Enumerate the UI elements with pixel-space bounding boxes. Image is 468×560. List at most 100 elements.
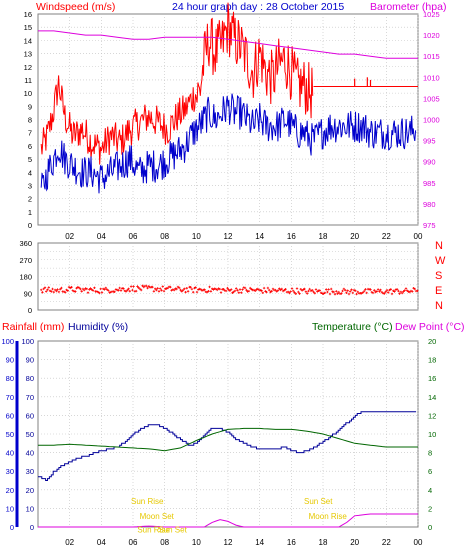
rain-y-tick-label: 40 bbox=[6, 449, 14, 458]
rain-y-tick-label: 100 bbox=[1, 337, 14, 346]
baro-y-tick-label: 1000 bbox=[423, 116, 440, 125]
astro-annotation: Sun Set bbox=[304, 497, 333, 506]
wind-y-tick-label: 16 bbox=[24, 10, 32, 19]
wind-x-tick-label: 02 bbox=[65, 232, 74, 241]
wind-y-tick-label: 0 bbox=[28, 221, 32, 230]
baro-y-tick-label: 1020 bbox=[423, 31, 440, 40]
rain-y-tick-label: 30 bbox=[6, 467, 14, 476]
wind-y-tick-label: 5 bbox=[28, 155, 32, 164]
dir-y-tick-label: 270 bbox=[19, 256, 32, 265]
temp-y-tick-label: 14 bbox=[428, 393, 436, 402]
baro-y-tick-label: 995 bbox=[423, 137, 436, 146]
rain-y-tick-label: 80 bbox=[6, 374, 14, 383]
temp-y-tick-label: 8 bbox=[428, 449, 432, 458]
wind-x-tick-label: 14 bbox=[255, 232, 264, 241]
humidity-y-tick-label: 50 bbox=[26, 430, 34, 439]
barometer-series-line bbox=[38, 30, 418, 59]
humidity-y-tick-label: 30 bbox=[26, 467, 34, 476]
rain-y-tick-label: 90 bbox=[6, 356, 14, 365]
rain-y-tick-label: 70 bbox=[6, 393, 14, 402]
wind-y-tick-label: 1 bbox=[28, 208, 32, 217]
humidity-y-tick-label: 100 bbox=[21, 337, 34, 346]
dir-compass-label: N bbox=[435, 240, 443, 252]
wind-gust-series-line bbox=[40, 2, 314, 165]
baro-y-tick-label: 985 bbox=[423, 179, 436, 188]
temperature-axis-label: Temperature (°C) bbox=[312, 321, 393, 333]
astro-annotation: Sun Rise bbox=[131, 497, 164, 506]
temp-y-tick-label: 10 bbox=[428, 430, 436, 439]
wind-x-tick-label: 08 bbox=[160, 232, 169, 241]
barometer-axis-label: Barometer (hpa) bbox=[370, 1, 446, 13]
rain-y-tick-label: 10 bbox=[6, 504, 14, 513]
wind-x-tick-label: 04 bbox=[97, 232, 106, 241]
dewpoint-axis-label: Dew Point (°C) bbox=[395, 321, 465, 333]
temp-y-tick-label: 12 bbox=[428, 411, 436, 420]
humidity-y-tick-label: 60 bbox=[26, 411, 34, 420]
th-x-tick-label: 06 bbox=[129, 538, 138, 547]
dir-compass-label: N bbox=[435, 300, 443, 312]
rain-y-tick-label: 0 bbox=[10, 523, 14, 532]
dir-compass-label: W bbox=[435, 255, 446, 267]
wind-y-tick-label: 4 bbox=[28, 168, 32, 177]
baro-y-tick-label: 1025 bbox=[423, 10, 440, 19]
wind-y-tick-label: 12 bbox=[24, 63, 32, 72]
wind-x-tick-label: 00 bbox=[414, 232, 423, 241]
rain-y-tick-label: 60 bbox=[6, 411, 14, 420]
th-x-tick-label: 14 bbox=[255, 538, 264, 547]
th-x-tick-label: 04 bbox=[97, 538, 106, 547]
humidity-series-line bbox=[38, 411, 417, 481]
wind-y-tick-label: 6 bbox=[28, 142, 32, 151]
wind-y-tick-label: 14 bbox=[24, 36, 32, 45]
th-x-tick-label: 02 bbox=[65, 538, 74, 547]
wind-y-tick-label: 13 bbox=[24, 50, 32, 59]
th-x-tick-label: 00 bbox=[414, 538, 423, 547]
humidity-y-tick-label: 40 bbox=[26, 449, 34, 458]
baro-y-tick-label: 990 bbox=[423, 158, 436, 167]
temp-y-tick-label: 6 bbox=[428, 467, 432, 476]
astro-annotation: Sun Rise bbox=[137, 526, 170, 535]
th-x-tick-label: 18 bbox=[319, 538, 328, 547]
wind-y-tick-label: 8 bbox=[28, 116, 32, 125]
th-x-tick-label: 12 bbox=[224, 538, 233, 547]
astro-annotation: Moon Set bbox=[140, 512, 175, 521]
th-x-tick-label: 10 bbox=[192, 538, 201, 547]
baro-y-tick-label: 980 bbox=[423, 200, 436, 209]
th-x-tick-label: 20 bbox=[350, 538, 359, 547]
chart-title: 24 hour graph day : 28 October 2015 bbox=[172, 1, 344, 13]
wind-direction-points bbox=[40, 284, 419, 296]
humidity-y-tick-label: 80 bbox=[26, 374, 34, 383]
temp-y-tick-label: 18 bbox=[428, 356, 436, 365]
th-x-tick-label: 16 bbox=[287, 538, 296, 547]
wind-y-tick-label: 10 bbox=[24, 89, 32, 98]
dir-y-tick-label: 90 bbox=[24, 289, 32, 298]
temp-y-tick-label: 2 bbox=[428, 504, 432, 513]
astro-annotation: Sun Set bbox=[158, 526, 187, 535]
rain-y-tick-label: 50 bbox=[6, 430, 14, 439]
wind-barometer-chart: 02 04 06 08 10 12 14 16 18 20 22 000123456789101112… bbox=[24, 2, 440, 241]
wind-y-tick-label: 15 bbox=[24, 23, 32, 32]
humidity-axis-label: Humidity (%) bbox=[68, 321, 128, 333]
baro-y-tick-label: 975 bbox=[423, 221, 436, 230]
wind-y-tick-label: 2 bbox=[28, 195, 32, 204]
wind-y-tick-label: 3 bbox=[28, 181, 32, 190]
dewpoint-series-line bbox=[38, 513, 418, 528]
temp-y-tick-label: 0 bbox=[428, 523, 432, 532]
humidity-y-tick-label: 10 bbox=[26, 504, 34, 513]
wind-x-tick-label: 20 bbox=[350, 232, 359, 241]
wind-y-tick-label: 11 bbox=[24, 76, 32, 85]
baro-y-tick-label: 1015 bbox=[423, 52, 440, 61]
humidity-y-tick-label: 20 bbox=[26, 486, 34, 495]
windspeed-axis-label: Windspeed (m/s) bbox=[36, 1, 115, 13]
wind-x-tick-label: 16 bbox=[287, 232, 296, 241]
astro-annotation: Moon Rise bbox=[309, 512, 348, 521]
temp-y-tick-label: 4 bbox=[428, 486, 432, 495]
wind-x-tick-label: 12 bbox=[224, 232, 233, 241]
wind-y-tick-label: 9 bbox=[28, 102, 32, 111]
dir-compass-label: E bbox=[435, 285, 442, 297]
th-x-tick-label: 08 bbox=[160, 538, 169, 547]
wind-x-tick-label: 18 bbox=[319, 232, 328, 241]
th-x-tick-label: 22 bbox=[382, 538, 391, 547]
